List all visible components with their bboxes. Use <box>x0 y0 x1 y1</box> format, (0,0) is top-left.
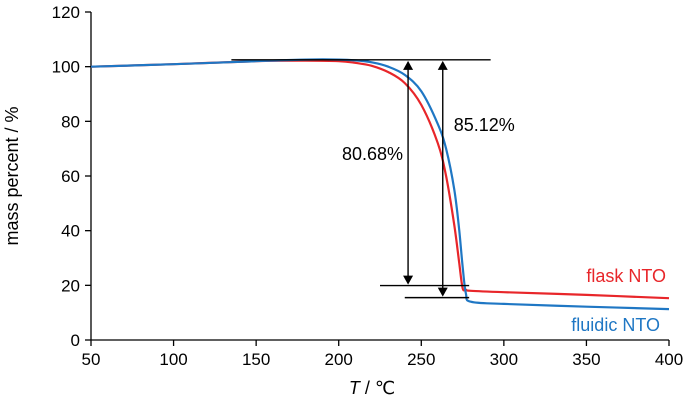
arrow-head <box>403 60 414 70</box>
series-label-fluidic-nto: fluidic NTO <box>571 315 660 335</box>
y-tick-label: 120 <box>52 3 80 22</box>
series-line-fluidic-nto <box>90 58 670 311</box>
x-tick-label: 350 <box>572 350 600 369</box>
x-tick-label: 100 <box>159 350 187 369</box>
series-label-flask-nto: flask NTO <box>586 266 666 286</box>
y-axis-title: mass percent / % <box>2 106 22 245</box>
x-tick-label: 200 <box>325 350 353 369</box>
y-tick-label: 60 <box>61 167 80 186</box>
mass-loss-label: 85.12% <box>454 115 515 135</box>
y-ticks: 0 20 40 60 80 100 120 <box>52 3 91 350</box>
x-tick-label: 400 <box>655 350 683 369</box>
x-axis-title: T / ℃ <box>349 378 395 398</box>
y-tick-label: 20 <box>61 276 80 295</box>
arrow-head <box>437 60 448 70</box>
arrow-head <box>403 275 414 285</box>
series-line-flask-nto <box>90 59 670 300</box>
y-tick-label: 100 <box>52 58 80 77</box>
x-axis-title-unit: / ℃ <box>360 378 395 398</box>
arrow-head <box>437 287 448 297</box>
x-tick-label: 250 <box>407 350 435 369</box>
x-axis-title-var: T <box>349 378 362 398</box>
annotations: 80.68% 85.12% <box>231 59 515 299</box>
x-ticks: 50 100 150 200 250 300 350 400 <box>82 340 683 369</box>
y-tick-label: 40 <box>61 222 80 241</box>
x-tick-label: 300 <box>490 350 518 369</box>
plot-area: 50 100 150 200 250 300 350 400 020406080100120 … <box>52 3 684 369</box>
y-tick-label: 80 <box>61 112 80 131</box>
series-lines: flask NTO fluidic NTO <box>90 58 670 335</box>
y-tick-label: 0 <box>71 331 80 350</box>
mass-loss-label: 80.68% <box>342 144 403 164</box>
x-tick-label: 50 <box>82 350 101 369</box>
x-tick-label: 150 <box>242 350 270 369</box>
